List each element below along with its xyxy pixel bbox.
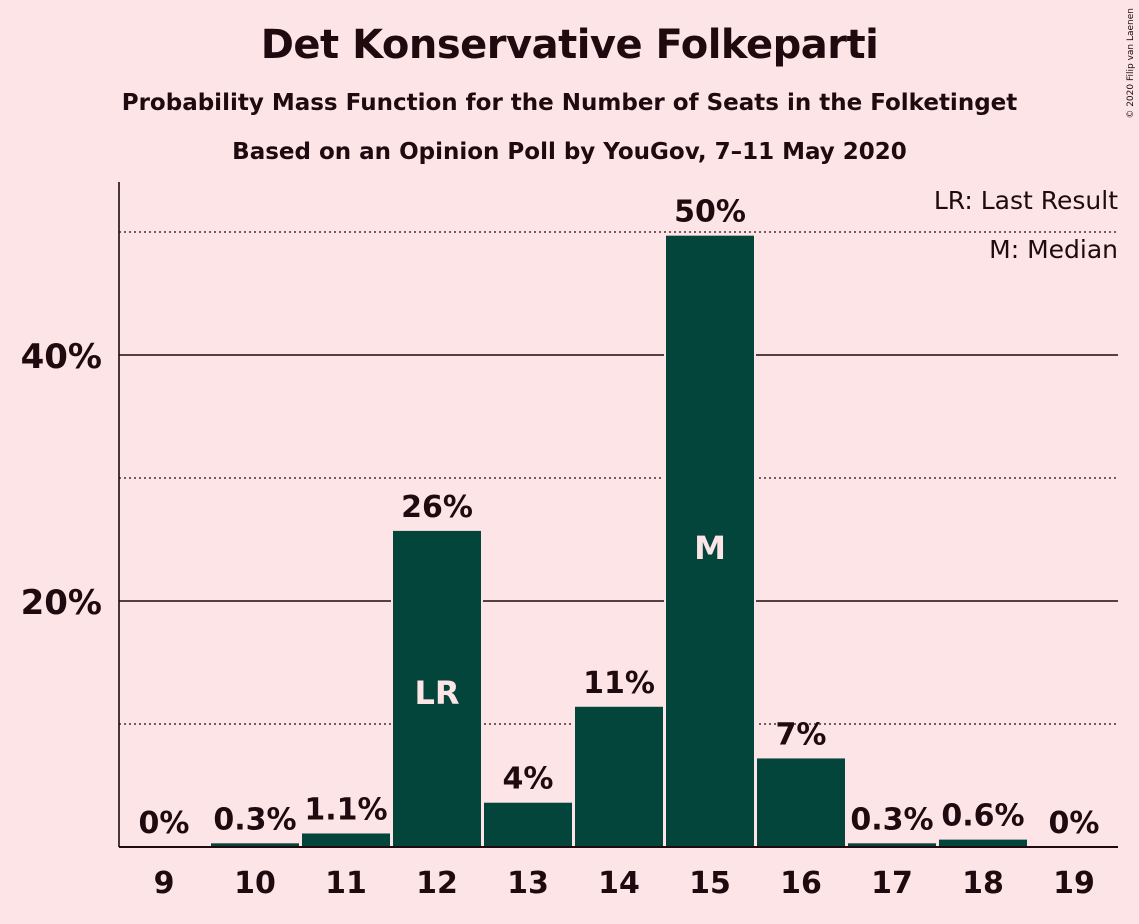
value-label-11: 1.1%	[304, 792, 387, 827]
bar-15	[666, 235, 754, 847]
x-tick-label-16: 16	[780, 866, 822, 901]
bar-11	[302, 833, 390, 847]
x-tick-label-12: 12	[416, 866, 458, 901]
axes	[118, 182, 1118, 848]
bar-marker-lr: LR	[414, 674, 459, 712]
labels: 20% 40% 0% 9 0.3% 10 1.1% 11 26% 12 LR 4% 13 11% 14 50%…	[21, 195, 1100, 901]
chart-title: Det Konservative Folkeparti	[260, 22, 879, 68]
x-tick-label-14: 14	[598, 866, 640, 901]
x-tick-label-15: 15	[689, 866, 731, 901]
x-tick-label-18: 18	[962, 866, 1004, 901]
value-label-13: 4%	[503, 762, 554, 797]
bar-12	[393, 530, 481, 847]
value-label-9: 0%	[139, 806, 190, 841]
bar-18	[939, 839, 1027, 847]
x-tick-label-17: 17	[871, 866, 913, 901]
bar-17	[848, 843, 936, 847]
value-label-17: 0.3%	[850, 802, 933, 837]
value-label-18: 0.6%	[941, 799, 1024, 834]
value-label-15: 50%	[674, 195, 746, 230]
bar-14	[575, 706, 663, 847]
value-label-16: 7%	[776, 717, 827, 752]
bars	[209, 233, 1029, 847]
bar-marker-m: M	[694, 529, 726, 567]
value-label-14: 11%	[583, 666, 655, 701]
x-tick-label-13: 13	[507, 866, 549, 901]
x-tick-label-11: 11	[325, 866, 367, 901]
value-label-12: 26%	[401, 490, 473, 525]
legend: LR: Last Result M: Median	[934, 186, 1118, 264]
value-label-10: 0.3%	[213, 802, 296, 837]
bar-13	[484, 802, 572, 847]
legend-median: M: Median	[989, 235, 1118, 264]
chart-subtitle: Probability Mass Function for the Number…	[121, 90, 1018, 116]
gridlines	[119, 231, 1118, 725]
x-tick-label-10: 10	[234, 866, 276, 901]
y-tick-label: 40%	[21, 337, 102, 377]
x-tick-label-9: 9	[154, 866, 175, 901]
legend-last-result: LR: Last Result	[934, 186, 1118, 215]
bar-16	[757, 758, 845, 847]
y-tick-label: 20%	[21, 583, 102, 623]
x-tick-label-19: 19	[1053, 866, 1095, 901]
value-label-19: 0%	[1049, 806, 1100, 841]
chart-subtitle-source: Based on an Opinion Poll by YouGov, 7–11…	[232, 139, 907, 165]
bar-10	[211, 843, 299, 847]
